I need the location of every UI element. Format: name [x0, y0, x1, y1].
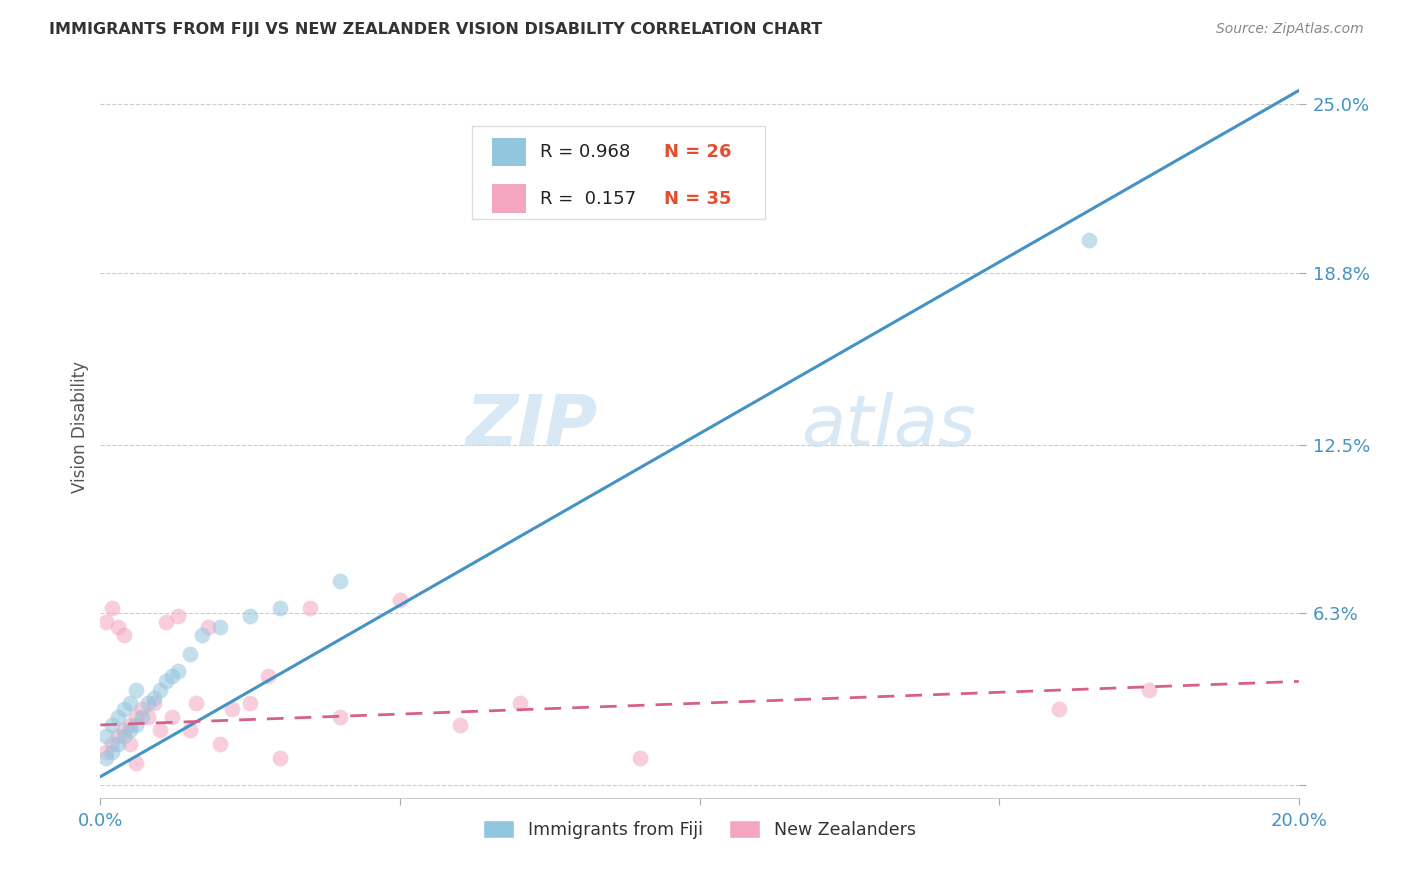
Point: [179, 647, 201, 661]
Point: [1047, 701, 1070, 715]
Point: [143, 690, 166, 705]
Point: [125, 682, 148, 697]
Y-axis label: Vision Disability: Vision Disability: [72, 360, 89, 492]
Point: [269, 750, 291, 764]
Point: [107, 737, 129, 751]
Point: [112, 723, 135, 738]
Point: [131, 701, 153, 715]
Point: [120, 696, 142, 710]
Point: [149, 723, 172, 738]
Point: [120, 718, 142, 732]
Point: [628, 750, 651, 764]
Point: [509, 696, 531, 710]
FancyBboxPatch shape: [472, 126, 765, 219]
Text: ZIP: ZIP: [465, 392, 598, 461]
Point: [112, 729, 135, 743]
Text: R = 0.968: R = 0.968: [540, 143, 630, 161]
Point: [162, 710, 184, 724]
Point: [101, 718, 124, 732]
Point: [96, 615, 118, 629]
Point: [143, 696, 166, 710]
Point: [186, 696, 208, 710]
Point: [101, 745, 124, 759]
Point: [329, 710, 352, 724]
Point: [136, 696, 159, 710]
Point: [131, 710, 153, 724]
Text: atlas: atlas: [801, 392, 976, 461]
Point: [120, 723, 142, 738]
Point: [197, 620, 219, 634]
Text: Source: ZipAtlas.com: Source: ZipAtlas.com: [1216, 22, 1364, 37]
Point: [167, 664, 190, 678]
Point: [125, 718, 148, 732]
Text: N = 35: N = 35: [664, 190, 731, 208]
Point: [155, 674, 177, 689]
Point: [388, 592, 411, 607]
Point: [162, 669, 184, 683]
Point: [101, 737, 124, 751]
Point: [209, 620, 232, 634]
Point: [112, 628, 135, 642]
Point: [96, 750, 118, 764]
Point: [1137, 682, 1160, 697]
Point: [125, 710, 148, 724]
Point: [107, 710, 129, 724]
Point: [191, 628, 214, 642]
Legend: Immigrants from Fiji, New Zealanders: Immigrants from Fiji, New Zealanders: [477, 813, 924, 846]
Point: [449, 718, 471, 732]
Point: [149, 682, 172, 697]
Point: [107, 729, 129, 743]
Point: [269, 600, 291, 615]
Point: [329, 574, 352, 588]
Point: [112, 701, 135, 715]
Text: IMMIGRANTS FROM FIJI VS NEW ZEALANDER VISION DISABILITY CORRELATION CHART: IMMIGRANTS FROM FIJI VS NEW ZEALANDER VI…: [49, 22, 823, 37]
Point: [125, 756, 148, 770]
Point: [179, 723, 201, 738]
Text: R =  0.157: R = 0.157: [540, 190, 637, 208]
Text: N = 26: N = 26: [664, 143, 731, 161]
Point: [257, 669, 280, 683]
Point: [96, 745, 118, 759]
Point: [209, 737, 232, 751]
Point: [239, 609, 262, 624]
FancyBboxPatch shape: [492, 137, 526, 166]
Point: [136, 710, 159, 724]
Point: [239, 696, 262, 710]
Point: [155, 615, 177, 629]
Point: [101, 600, 124, 615]
FancyBboxPatch shape: [492, 185, 526, 212]
Point: [120, 737, 142, 751]
Point: [299, 600, 322, 615]
Point: [96, 729, 118, 743]
Point: [221, 701, 243, 715]
Point: [107, 620, 129, 634]
Point: [1078, 233, 1101, 247]
Point: [167, 609, 190, 624]
